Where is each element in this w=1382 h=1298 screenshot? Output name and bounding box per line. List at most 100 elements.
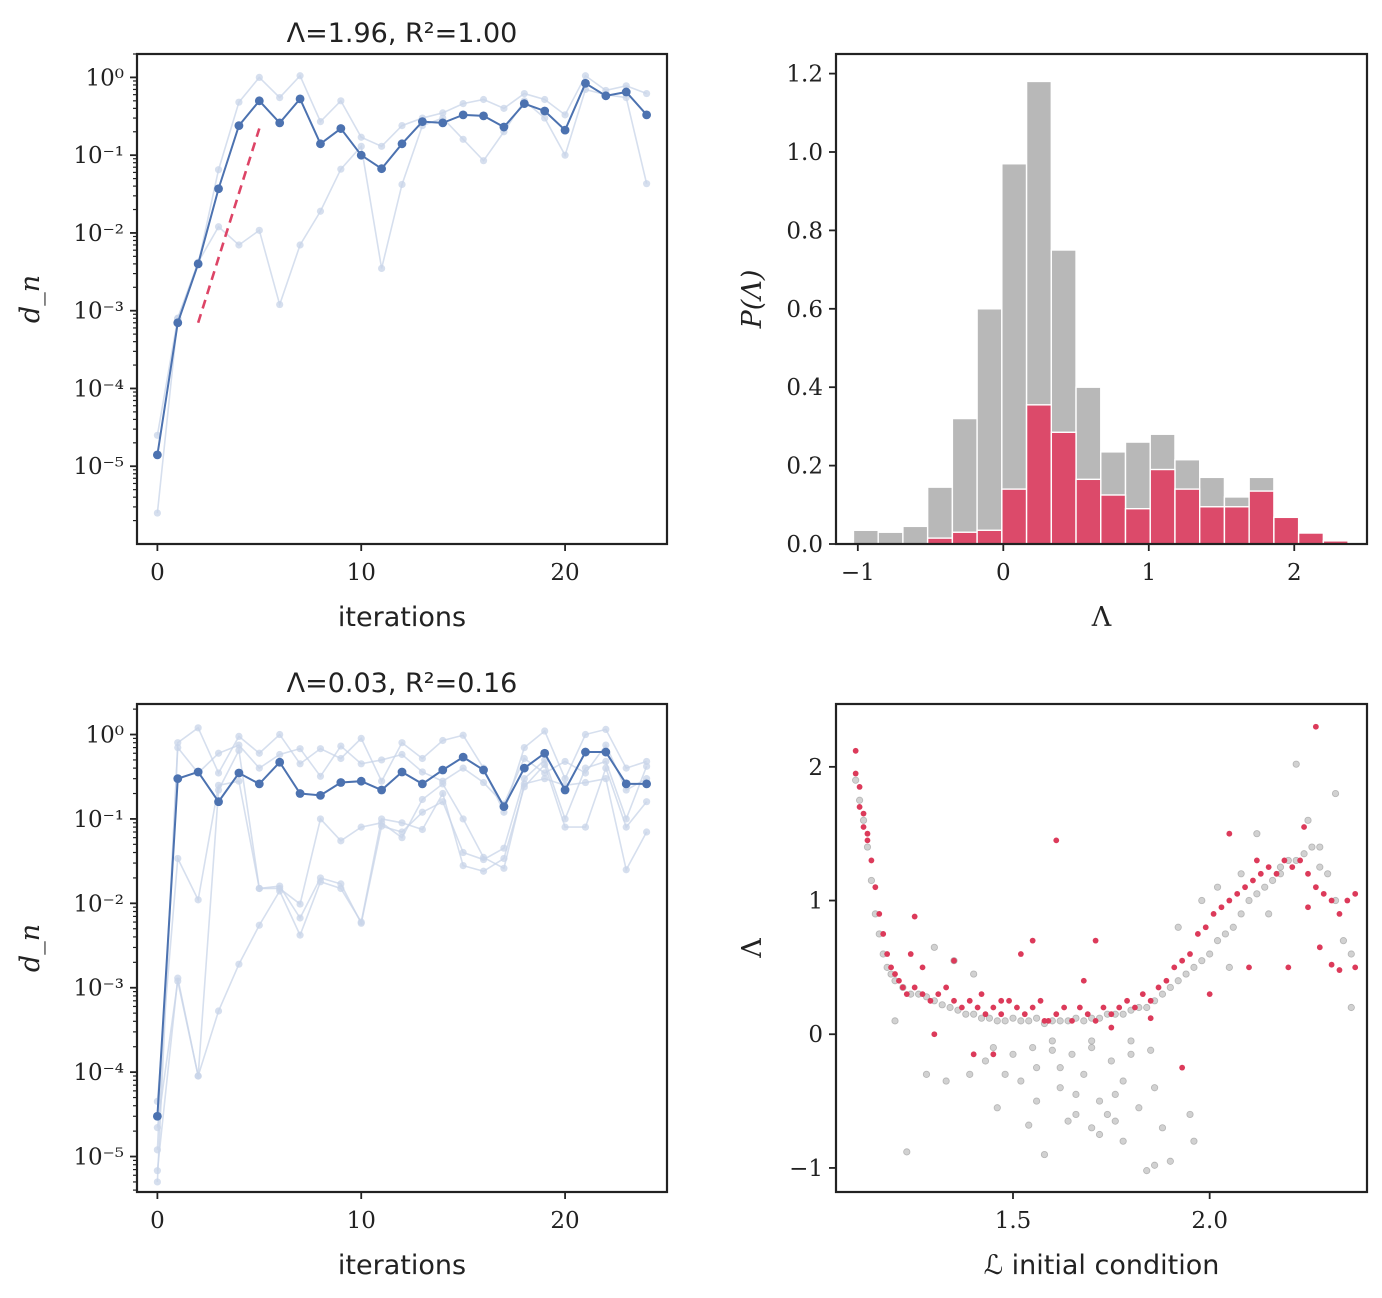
- scatter-point-selected: [1017, 951, 1024, 957]
- faint-series-point: [418, 808, 426, 816]
- faint-series-point: [153, 509, 161, 517]
- faint-series-point: [357, 734, 365, 742]
- scatter-point-selected: [1147, 997, 1154, 1004]
- faint-series-point: [255, 73, 263, 82]
- scatter-point-selected: [1053, 1011, 1060, 1018]
- scatter-point-all: [1088, 1037, 1096, 1045]
- faint-series-point: [622, 82, 630, 90]
- faint-series-point: [357, 918, 365, 926]
- scatter-point-all: [863, 843, 872, 851]
- main-series-point: [581, 747, 590, 757]
- faint-series-point: [561, 111, 569, 119]
- faint-series-point: [602, 741, 610, 749]
- faint-series-point: [520, 89, 528, 98]
- scatter-point-all: [1292, 760, 1300, 768]
- faint-series-point: [316, 878, 325, 886]
- scatter-point-selected: [919, 964, 926, 971]
- faint-series-point: [255, 921, 263, 929]
- scatter-point-all: [891, 1017, 899, 1025]
- scatter-point-all: [1221, 930, 1230, 938]
- main-series-point: [417, 117, 427, 127]
- chart-bottom-right: 1.5 2.0 −1 0 1 2 ℒ initial condition Λ: [737, 702, 1369, 1281]
- histogram-bar-selected: [1075, 478, 1102, 545]
- scatter-point-selected: [1352, 890, 1359, 897]
- scatter-point-selected: [907, 951, 914, 957]
- scatter-point-selected: [1147, 1015, 1154, 1022]
- scatter-point-all: [1056, 1084, 1064, 1092]
- faint-series-point: [255, 749, 263, 757]
- main-series-point: [479, 111, 488, 121]
- faint-series-point: [459, 100, 467, 108]
- x-axis-label: iterations: [338, 602, 466, 633]
- scatter-point-selected: [998, 997, 1005, 1004]
- scatter-point-all: [1072, 1110, 1080, 1119]
- faint-series-point: [398, 180, 406, 189]
- faint-series-point: [276, 94, 284, 102]
- scatter-point-selected: [1301, 824, 1307, 830]
- faint-series-point: [235, 741, 243, 749]
- histogram-bar-selected: [1174, 488, 1201, 545]
- histogram-bar-all: [976, 308, 1003, 545]
- top-right-ytick-label: 1.2: [786, 62, 823, 88]
- faint-series-point: [418, 754, 426, 763]
- faint-series-point: [500, 864, 508, 872]
- faint-series-point: [296, 914, 304, 922]
- scatter-point-selected: [1037, 997, 1044, 1004]
- scatter-point-selected: [1328, 897, 1335, 904]
- histogram-bar-selected: [1198, 506, 1226, 545]
- scatter-point-selected: [1179, 957, 1186, 964]
- faint-series-point: [214, 166, 223, 174]
- faint-series-point: [296, 931, 304, 939]
- bottom-left-xtick-label: 20: [550, 1208, 579, 1234]
- scatter-point-all: [1119, 1077, 1127, 1085]
- faint-series-point: [194, 724, 202, 732]
- scatter-point-all: [1253, 830, 1261, 838]
- faint-series-point: [479, 95, 488, 104]
- scatter-point-selected: [927, 997, 934, 1004]
- histogram-bar-selected: [1025, 404, 1053, 545]
- main-series-point: [173, 774, 183, 784]
- scatter-point-selected: [1080, 977, 1087, 984]
- top-left-axes-frame: [135, 52, 669, 546]
- main-series-point: [458, 752, 468, 762]
- scatter-point-selected: [884, 951, 891, 957]
- scatter-point-all: [1056, 1017, 1064, 1025]
- scatter-point-all: [1316, 843, 1324, 851]
- scatter-point-all: [1237, 910, 1245, 918]
- faint-series-point: [541, 727, 549, 735]
- faint-series-point: [459, 731, 467, 739]
- scatter-point-selected: [1163, 977, 1170, 984]
- faint-series-point: [276, 884, 284, 893]
- scatter-point-all: [1308, 843, 1316, 851]
- scatter-point-selected: [1179, 1064, 1186, 1071]
- faint-series-point: [296, 900, 304, 908]
- histogram-bar-selected: [976, 529, 1003, 545]
- faint-series-point: [214, 786, 223, 794]
- faint-series-point: [398, 819, 406, 827]
- faint-series-point: [459, 764, 467, 772]
- scatter-point-selected: [919, 991, 926, 998]
- main-series-point: [519, 99, 529, 109]
- histogram-bar-selected: [1100, 494, 1127, 545]
- scatter-point-all: [1347, 950, 1355, 958]
- histogram-bar-selected: [1223, 506, 1250, 545]
- scatter-point-all: [855, 796, 864, 804]
- scatter-point-selected: [1242, 884, 1248, 891]
- scatter-point-selected: [958, 1004, 965, 1011]
- scatter-point-selected: [903, 991, 910, 998]
- scatter-point-all: [1033, 1064, 1041, 1072]
- faint-series-point: [459, 135, 467, 143]
- scatter-point-all: [1127, 1037, 1135, 1045]
- bottom-left-ytick-label: 10⁻³: [73, 976, 124, 1002]
- faint-series-point: [643, 180, 651, 188]
- scatter-point-selected: [1305, 904, 1311, 911]
- scatter-point-all: [1206, 950, 1214, 958]
- scatter-point-selected: [1132, 1004, 1138, 1011]
- scatter-point-selected: [1265, 864, 1272, 871]
- scatter-point-all: [1107, 1057, 1115, 1065]
- bottom-left-ytick-label: 10⁻⁵: [73, 1145, 124, 1171]
- faint-series-point: [214, 1007, 223, 1015]
- faint-series-point: [194, 1072, 202, 1080]
- histogram-bar-selected: [1124, 508, 1151, 545]
- faint-series-point: [439, 789, 447, 798]
